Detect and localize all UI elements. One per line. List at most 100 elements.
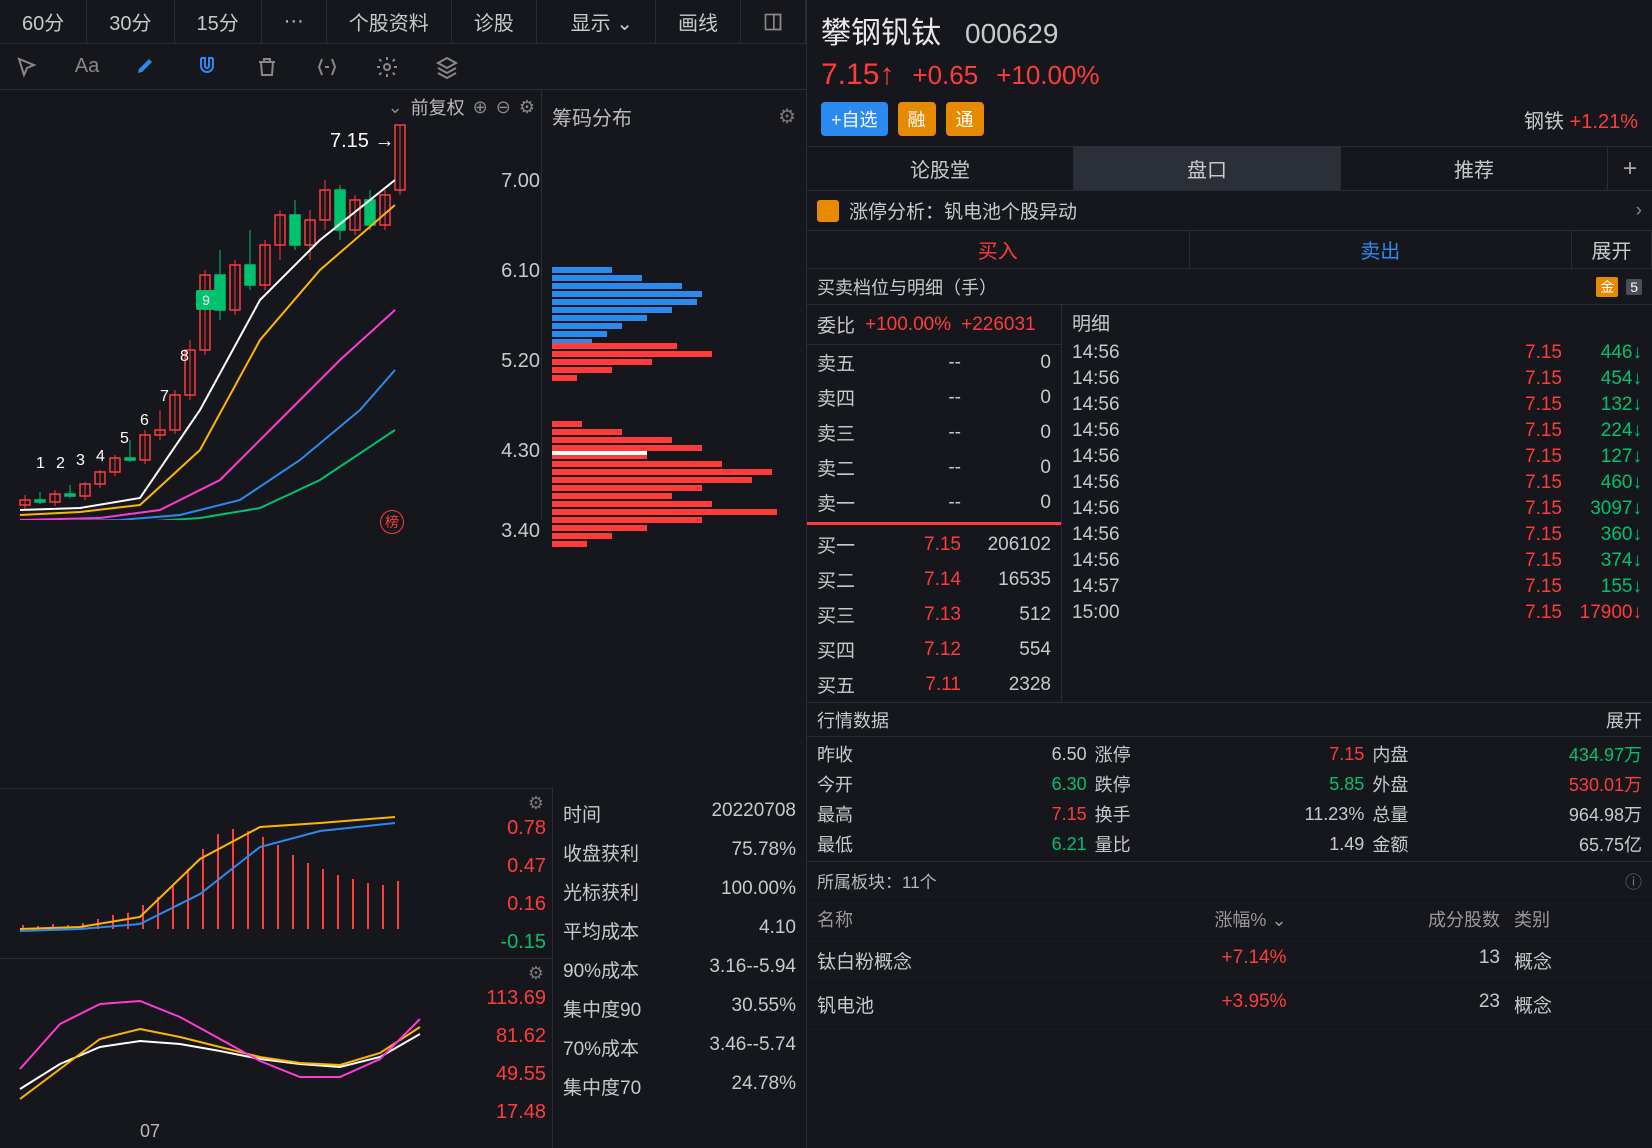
sector-row[interactable]: 钒电池+3.95%23概念	[807, 983, 1652, 1027]
expand-quote[interactable]: 展开	[1606, 707, 1642, 733]
order-row: 卖五--0	[807, 345, 1061, 380]
chip-stat-row: 70%成本3.46--5.74	[563, 1028, 796, 1067]
info-icon[interactable]: ⓘ	[1625, 868, 1642, 893]
chip-stat-row: 集中度7024.78%	[563, 1067, 796, 1106]
analysis-row[interactable]: 涨停分析：钒电池个股异动 ›	[807, 191, 1652, 231]
sub-panel-1[interactable]: ⚙ 0.780.470.16-0.15	[0, 788, 553, 958]
order-book: 委比 +100.00% +226031 卖五--0卖四--0卖三--0卖二--0…	[807, 305, 1062, 702]
order-row: 卖四--0	[807, 380, 1061, 415]
sector-columns: 名称涨幅% ⌄成分股数类别	[807, 900, 1652, 939]
chevron-right-icon: ›	[1636, 200, 1642, 222]
chip-title: 筹码分布	[552, 102, 632, 131]
tag-row: +自选融通 钢铁 +1.21%	[821, 102, 1638, 136]
order-row: 买五7.112328	[807, 667, 1061, 702]
chip-column: 筹码分布 ⚙	[542, 90, 806, 788]
text-icon[interactable]: Aa	[74, 54, 100, 80]
highlighter-icon[interactable]	[134, 54, 160, 80]
tick-list: 明细 14:567.15446↓14:567.15454↓14:567.1513…	[1062, 305, 1652, 702]
stock-tag[interactable]: 融	[898, 102, 936, 136]
chip-stat-row: 时间20220708	[563, 794, 796, 833]
chip-stat-row: 光标获利100.00%	[563, 872, 796, 911]
tick-header: 明细	[1062, 305, 1652, 340]
x-axis-label: 07	[140, 1121, 160, 1142]
expand-icon[interactable]	[314, 54, 340, 80]
time-tabs: 60分30分15分···个股资料诊股显示 ⌄画线	[0, 0, 806, 44]
chip-stat-row: 收盘获利75.78%	[563, 833, 796, 872]
toolbar: Aa	[0, 44, 806, 90]
buy-button[interactable]: 买入	[807, 231, 1190, 268]
right-tabs: 论股堂盘口推荐+	[807, 147, 1652, 191]
five-badge: 5	[1626, 279, 1642, 295]
order-row: 卖二--0	[807, 450, 1061, 485]
magnet-icon[interactable]	[194, 54, 220, 80]
app-root: 60分30分15分···个股资料诊股显示 ⌄画线 Aa ⌄ 前复权 ⊕ ⊖ ⚙	[0, 0, 1652, 1148]
order-area: 委比 +100.00% +226031 卖五--0卖四--0卖三--0卖二--0…	[807, 305, 1652, 703]
stock-tag[interactable]: 通	[946, 102, 984, 136]
tick-row: 14:577.15155↓	[1062, 574, 1652, 600]
tick-row: 15:007.1517900↓	[1062, 600, 1652, 626]
add-tab-icon[interactable]: +	[1608, 155, 1652, 183]
time-tab[interactable]: 个股资料	[327, 0, 452, 43]
time-tab[interactable]: 60分	[0, 0, 87, 43]
order-row: 卖三--0	[807, 415, 1061, 450]
order-row: 卖一--0	[807, 485, 1061, 520]
line-tab[interactable]: 画线	[656, 0, 741, 43]
chip-stat-row: 平均成本4.10	[563, 911, 796, 950]
stock-change: +0.65	[912, 60, 978, 91]
order-row: 买一7.15206102	[807, 527, 1061, 562]
layers-icon[interactable]	[434, 54, 460, 80]
chart-row: ⌄ 前复权 ⊕ ⊖ ⚙ 7.006.105.204.303.40 7.15 →1…	[0, 90, 806, 788]
right-tab[interactable]: 推荐	[1341, 147, 1608, 190]
quote-grid: 昨收6.50涨停7.15内盘434.97万今开6.30跌停5.85外盘530.0…	[807, 737, 1652, 862]
display-tab[interactable]: 显示 ⌄	[549, 0, 656, 43]
order-divider	[807, 522, 1061, 525]
tick-row: 14:567.15360↓	[1062, 522, 1652, 548]
main-chart[interactable]: ⌄ 前复权 ⊕ ⊖ ⚙ 7.006.105.204.303.40 7.15 →1…	[0, 90, 542, 520]
sector-row[interactable]: 钛白粉概念+7.14%13概念	[807, 939, 1652, 983]
stock-code: 000629	[965, 18, 1058, 50]
order-row: 买二7.1416535	[807, 562, 1061, 597]
chip-stat-row: 集中度9030.55%	[563, 989, 796, 1028]
time-tab[interactable]: 诊股	[452, 0, 537, 43]
time-tab[interactable]: 30分	[87, 0, 174, 43]
bulb-icon	[817, 200, 839, 222]
settings-icon[interactable]	[374, 54, 400, 80]
analysis-text: 涨停分析：钒电池个股异动	[849, 197, 1077, 224]
tick-row: 14:567.15374↓	[1062, 548, 1652, 574]
tick-row: 14:567.15454↓	[1062, 366, 1652, 392]
time-tab[interactable]: 15分	[175, 0, 262, 43]
quote-header: 行情数据展开	[807, 703, 1652, 737]
chip-stats: 时间20220708收盘获利75.78%光标获利100.00%平均成本4.109…	[553, 788, 806, 1148]
order-row: 买三7.13512	[807, 597, 1061, 632]
stock-tag[interactable]: +自选	[821, 102, 888, 136]
stock-name: 攀钢钒钛	[821, 8, 941, 52]
tick-row: 14:567.15446↓	[1062, 340, 1652, 366]
tick-row: 14:567.15460↓	[1062, 470, 1652, 496]
right-pane: 攀钢钒钛 000629 7.15↑ +0.65 +10.00% +自选融通 钢铁…	[807, 0, 1652, 1148]
buy-sell-row: 买入 卖出 展开	[807, 231, 1652, 269]
expand-button[interactable]: 展开	[1572, 231, 1652, 268]
time-tab[interactable]: ···	[262, 0, 327, 43]
tick-row: 14:567.153097↓	[1062, 496, 1652, 522]
sector-rows: 钛白粉概念+7.14%13概念钒电池+3.95%23概念	[807, 939, 1652, 1027]
sub-panel-2[interactable]: ⚙ 113.6981.6249.5517.48 07	[0, 958, 553, 1148]
cursor-icon[interactable]	[14, 54, 40, 80]
order-row: 买四7.12554	[807, 632, 1061, 667]
level-header: 买卖档位与明细（手） 金 5	[807, 269, 1652, 305]
gold-badge: 金	[1596, 277, 1618, 297]
right-tab[interactable]: 论股堂	[807, 147, 1074, 190]
stock-pct: +10.00%	[996, 60, 1099, 91]
left-pane: 60分30分15分···个股资料诊股显示 ⌄画线 Aa ⌄ 前复权 ⊕ ⊖ ⚙	[0, 0, 807, 1148]
sell-button[interactable]: 卖出	[1190, 231, 1573, 268]
chip-stat-row: 90%成本3.16--5.94	[563, 950, 796, 989]
ratio-row: 委比 +100.00% +226031	[807, 305, 1061, 345]
layout-icon[interactable]	[741, 0, 806, 43]
sector-header: 所属板块：11个 ⓘ	[807, 862, 1652, 900]
trash-icon[interactable]	[254, 54, 280, 80]
industry-link[interactable]: 钢铁 +1.21%	[1524, 105, 1638, 134]
gear-icon[interactable]: ⚙	[778, 104, 796, 129]
tick-row: 14:567.15127↓	[1062, 444, 1652, 470]
right-tab[interactable]: 盘口	[1074, 147, 1341, 190]
sub1-y-axis: 0.780.470.16-0.15	[466, 789, 546, 958]
main-y-axis: 7.006.105.204.303.40	[460, 110, 540, 520]
